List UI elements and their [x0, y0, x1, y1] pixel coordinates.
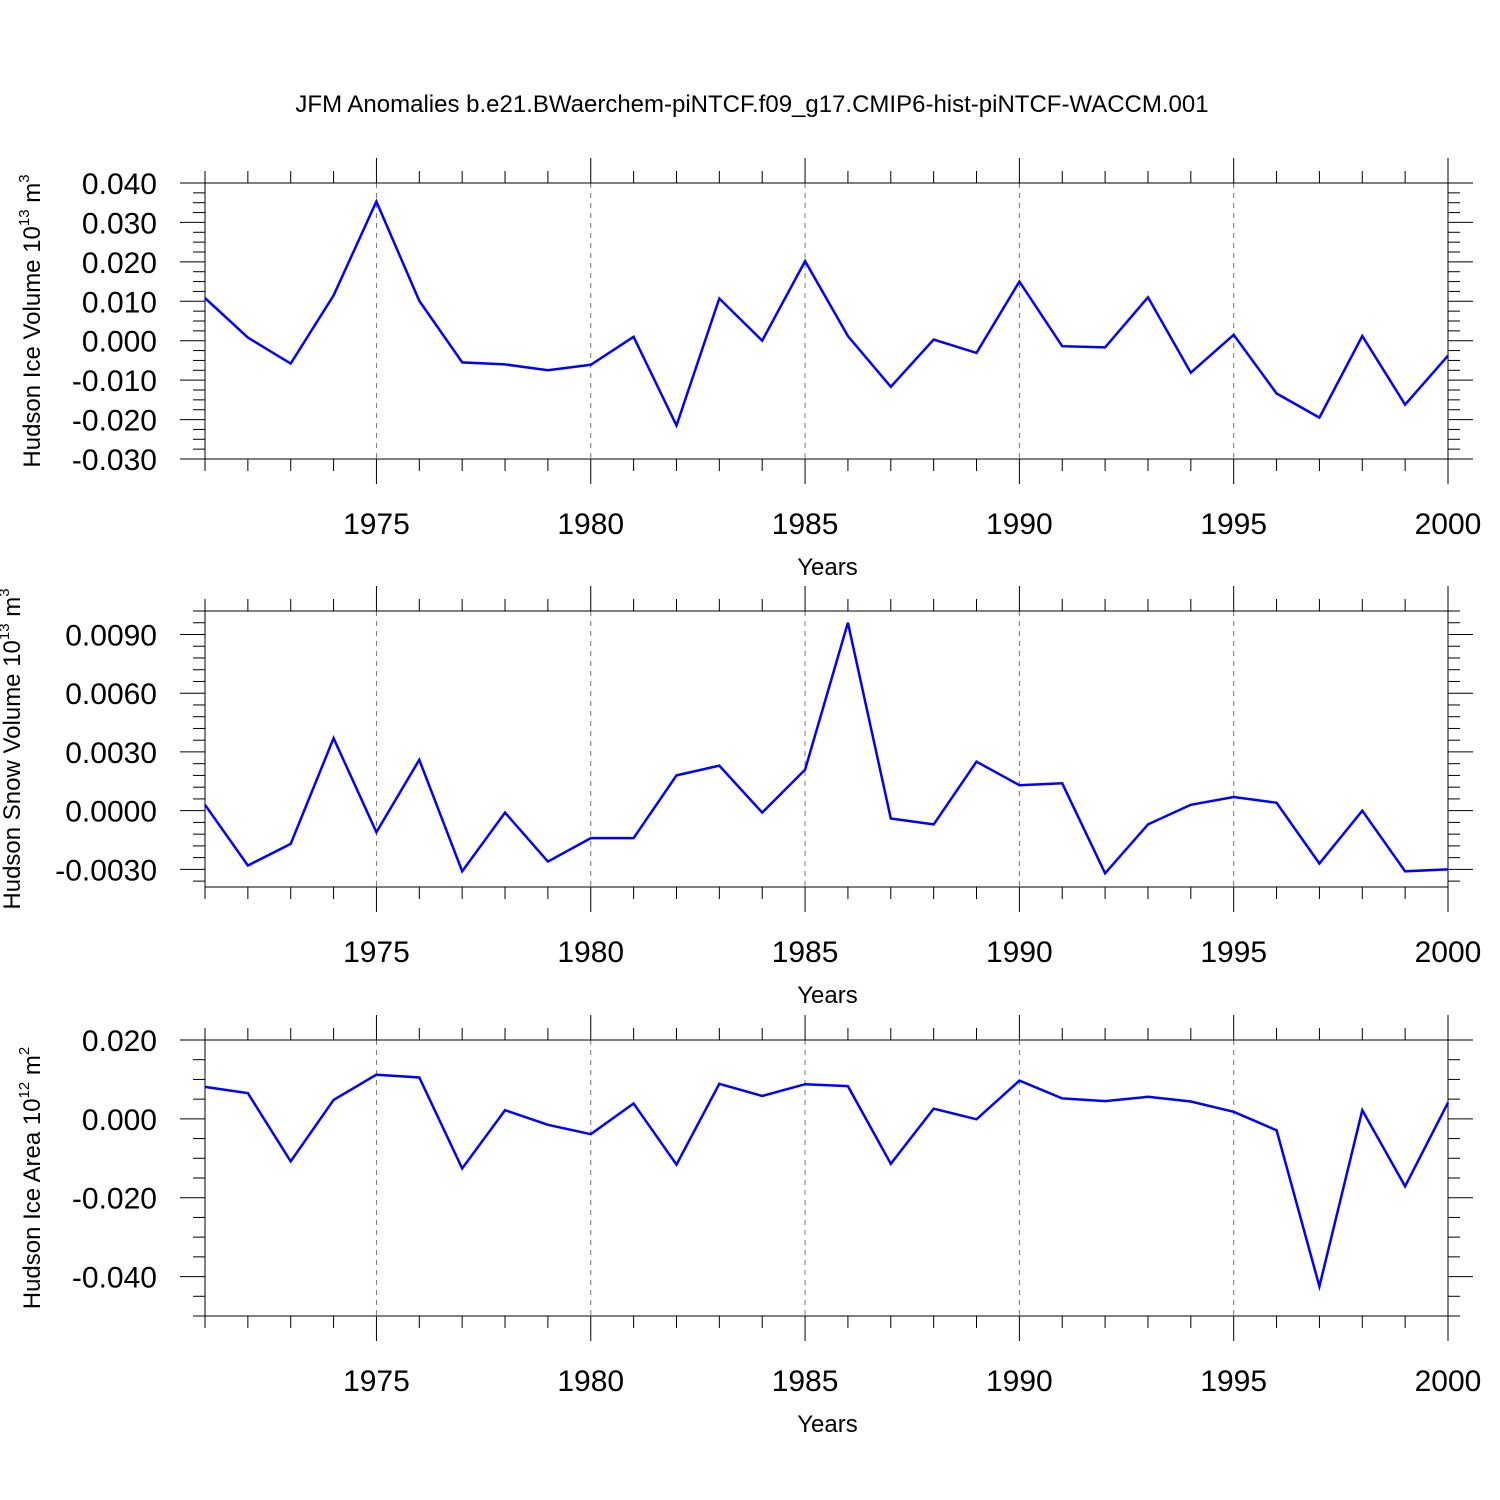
y-axis-title: Hudson Ice Area 1012 m2 [16, 1047, 46, 1310]
x-tick-label: 1990 [986, 508, 1053, 541]
x-tick-label: 2000 [1415, 936, 1482, 969]
plot-frame [204, 610, 1449, 888]
series-line-1 [204, 198, 1449, 429]
y-tick-label: 0.0030 [65, 737, 157, 770]
x-tick-label: 1985 [772, 936, 839, 969]
y-tick-label: 0.040 [82, 168, 157, 201]
x-tick-label: 2000 [1415, 508, 1482, 541]
x-tick-label: 1975 [343, 1365, 410, 1398]
y-tick-label: 0.010 [82, 286, 157, 319]
y-tick-label: -0.040 [72, 1262, 157, 1295]
x-tick-label: 1995 [1200, 508, 1267, 541]
plot-frame [204, 1039, 1449, 1317]
y-tick-label: 0.020 [82, 247, 157, 280]
y-tick-label: -0.020 [72, 405, 157, 438]
y-tick-label: -0.010 [72, 365, 157, 398]
x-tick-label: 1995 [1200, 1365, 1267, 1398]
x-axis-title: Years [797, 1411, 858, 1438]
y-tick-label: -0.0030 [55, 854, 157, 887]
y-tick-label: 0.0000 [65, 796, 157, 829]
series-line-1 [204, 1073, 1450, 1292]
plot-frame [204, 182, 1449, 460]
x-tick-label: 1990 [986, 1365, 1053, 1398]
x-tick-label: 1985 [772, 508, 839, 541]
x-axis-title: Years [797, 982, 858, 1009]
figure-title: JFM Anomalies b.e21.BWaerchem-piNTCF.f09… [295, 91, 1208, 118]
y-tick-label: 0.0060 [65, 678, 157, 711]
x-tick-label: 2000 [1415, 1365, 1482, 1398]
y-tick-label: 0.000 [82, 326, 157, 359]
x-tick-label: 1995 [1200, 936, 1267, 969]
y-tick-label: -0.030 [72, 444, 157, 477]
y-tick-label: 0.030 [82, 207, 157, 240]
series-line-1 [203, 622, 1449, 876]
y-tick-label: 0.0090 [65, 619, 157, 652]
panels: -0.030 -0.020 -0.010 0.000 0.010 0.020 0.030 0.… [0, 158, 1481, 1438]
y-axis-title: Hudson Ice Volume 1013 m3 [16, 174, 46, 467]
x-tick-label: 1980 [557, 508, 624, 541]
y-tick-label: -0.020 [72, 1183, 157, 1216]
chart-panel-3: -0.040 -0.020 0.000 0.020 1975 1980 1985 1990 19… [16, 1015, 1481, 1438]
y-axis-title: Hudson Snow Volume 1013 m3 [0, 588, 26, 909]
x-tick-label: 1975 [343, 508, 410, 541]
chart-panel-2: -0.0030 0.0000 0.0030 0.0060 0.0090 1975 1980 1… [0, 586, 1481, 1009]
x-tick-label: 1980 [557, 936, 624, 969]
y-tick-label: 0.000 [82, 1104, 157, 1137]
x-tick-label: 1990 [986, 936, 1053, 969]
x-tick-label: 1980 [557, 1365, 624, 1398]
x-tick-label: 1985 [772, 1365, 839, 1398]
chart-panel-1: -0.030 -0.020 -0.010 0.000 0.010 0.020 0.030 0.… [16, 158, 1481, 581]
x-axis-title: Years [797, 554, 858, 581]
x-tick-label: 1975 [343, 936, 410, 969]
y-tick-label: 0.020 [82, 1025, 157, 1058]
